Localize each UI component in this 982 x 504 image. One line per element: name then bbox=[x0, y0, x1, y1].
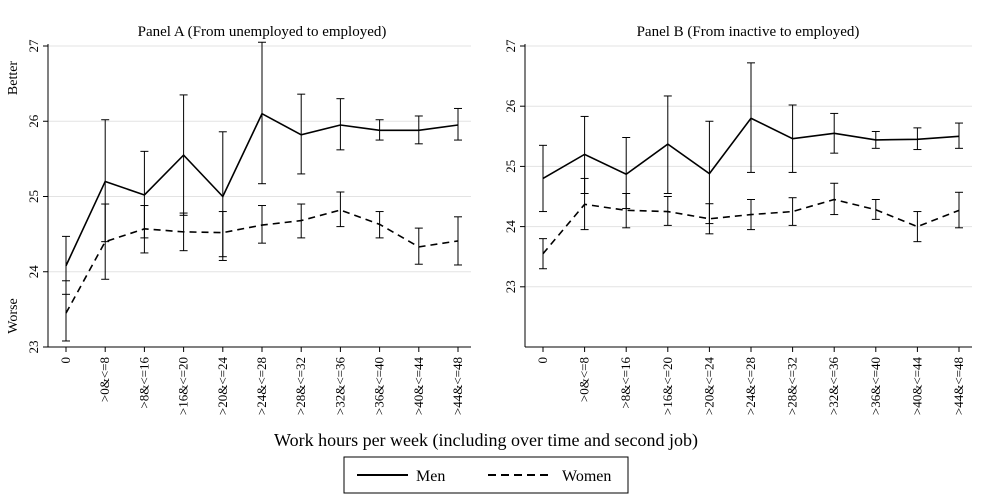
panel-a-gridlines bbox=[48, 45, 471, 348]
panel-b-axes bbox=[524, 44, 972, 348]
x-axis-title: Work hours per week (including over time… bbox=[274, 430, 698, 451]
x-tick-label: >40&<=44 bbox=[411, 357, 426, 416]
panel-a-title: Panel A (From unemployed to employed) bbox=[138, 24, 387, 40]
x-tick-label: >28&<=32 bbox=[293, 357, 308, 415]
legend-men-label: Men bbox=[416, 468, 445, 485]
y-tick-label: 25 bbox=[503, 160, 518, 173]
panel-a-chart: Panel A (From unemployed to employed) 23… bbox=[26, 24, 471, 415]
y-tick-label: 27 bbox=[503, 39, 518, 53]
y-tick-label: 26 bbox=[26, 114, 41, 128]
women-series-line bbox=[542, 198, 960, 255]
panel-a-x-ticks: 0 >0&<=8 >8&<=16 >16&<=20 >20&<=24 >24&<=28 >2… bbox=[58, 347, 465, 415]
x-tick-label: >28&<=32 bbox=[785, 357, 800, 415]
panel-b-x-ticks: 0 >0&<=8 >8&<=16 >16&<=20 >20&<=24 >24&<=28 >2… bbox=[535, 347, 966, 415]
legend: Men Women bbox=[343, 456, 629, 494]
men-series-line bbox=[65, 112, 459, 267]
y-tick-label: 25 bbox=[26, 190, 41, 203]
x-tick-label: >32&<=36 bbox=[332, 357, 347, 416]
x-tick-label: >0&<=8 bbox=[97, 357, 112, 402]
panel-a-y-ticks: 23 24 25 26 27 bbox=[26, 39, 48, 354]
panel-b-series bbox=[539, 62, 963, 270]
y-tick-label: 26 bbox=[503, 99, 518, 113]
x-tick-label: >44&<=48 bbox=[450, 357, 465, 415]
y-tick-label: 23 bbox=[503, 280, 518, 293]
x-tick-label: >16&<=20 bbox=[660, 357, 675, 415]
x-tick-label: >32&<=36 bbox=[826, 357, 841, 416]
x-tick-label: >20&<=24 bbox=[215, 357, 230, 416]
panel-b-title: Panel B (From inactive to employed) bbox=[637, 24, 860, 40]
y-tick-label: 24 bbox=[503, 220, 518, 234]
panel-a-series bbox=[62, 41, 462, 342]
x-tick-label: >8&<=16 bbox=[618, 357, 633, 409]
panel-a-axes bbox=[47, 44, 471, 348]
legend-women-label: Women bbox=[562, 468, 611, 485]
x-tick-label: >36&<=40 bbox=[868, 357, 883, 415]
x-tick-label: 0 bbox=[535, 357, 550, 364]
y-tick-label: 27 bbox=[26, 39, 41, 53]
x-tick-label: >36&<=40 bbox=[372, 357, 387, 415]
panel-b-y-ticks: 23 24 25 26 27 bbox=[503, 39, 525, 293]
x-tick-label: >24&<=28 bbox=[743, 357, 758, 415]
x-tick-label: >20&<=24 bbox=[701, 357, 716, 416]
x-tick-label: >16&<=20 bbox=[176, 357, 191, 415]
y-tick-label: 24 bbox=[26, 265, 41, 279]
x-tick-label: >40&<=44 bbox=[909, 357, 924, 416]
x-tick-label: 0 bbox=[58, 357, 73, 364]
panel-b-gridlines bbox=[525, 45, 972, 288]
x-tick-label: >8&<=16 bbox=[136, 357, 151, 409]
panel-b-chart: Panel B (From inactive to employed) 23 24… bbox=[503, 24, 972, 415]
x-tick-label: >0&<=8 bbox=[577, 357, 592, 402]
y-tick-label: 23 bbox=[26, 341, 41, 354]
x-tick-label: >24&<=28 bbox=[254, 357, 269, 415]
y-side-label-better: Better bbox=[6, 61, 21, 96]
men-series-line bbox=[542, 117, 960, 180]
women-series-line bbox=[65, 209, 459, 314]
y-side-label-worse: Worse bbox=[6, 298, 21, 333]
x-tick-label: >44&<=48 bbox=[951, 357, 966, 415]
